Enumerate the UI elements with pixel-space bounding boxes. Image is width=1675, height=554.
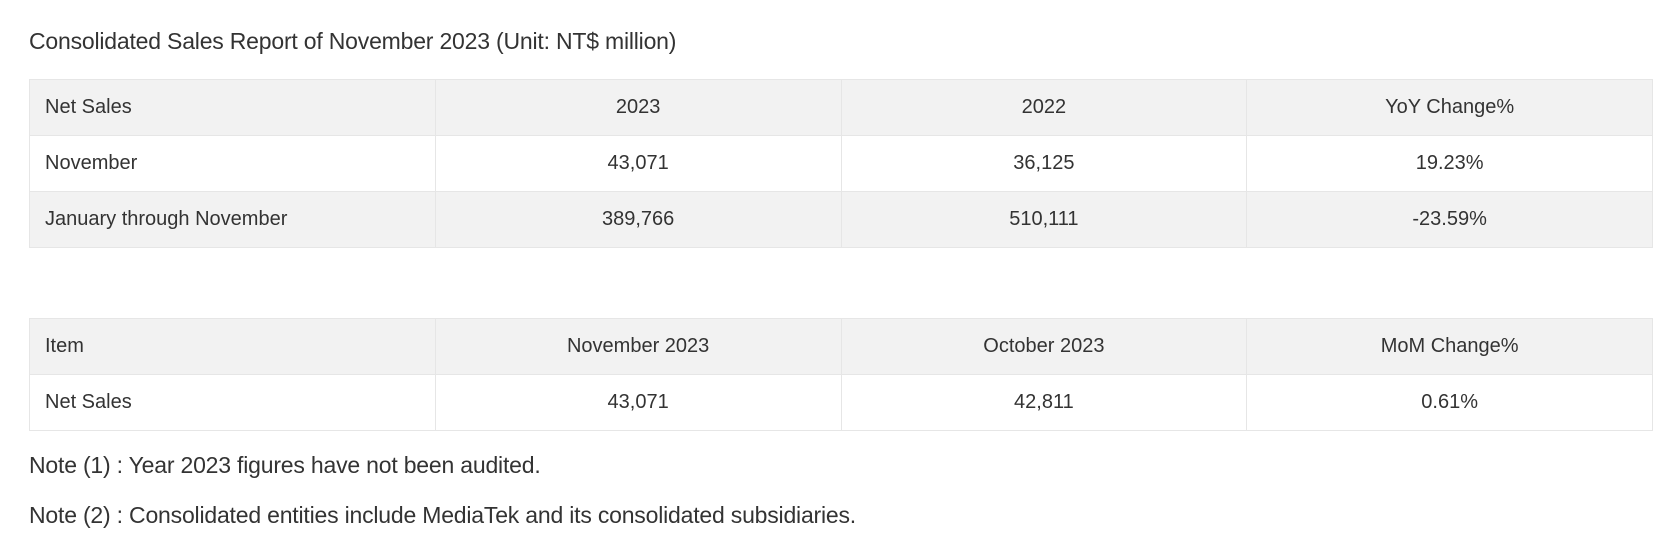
column-header-net-sales: Net Sales <box>29 79 436 136</box>
column-header-2022: 2022 <box>840 79 1248 136</box>
cell-value: 0.61% <box>1246 374 1653 431</box>
table-header-row: Net Sales 2023 2022 YoY Change% <box>29 79 1653 136</box>
cell-value: 42,811 <box>840 374 1248 431</box>
row-label: Net Sales <box>29 374 436 431</box>
report-title: Consolidated Sales Report of November 20… <box>29 28 677 54</box>
table-row: January through November 389,766 510,111… <box>29 191 1653 248</box>
column-header-yoy-change: YoY Change% <box>1246 79 1653 136</box>
column-header-november-2023: November 2023 <box>434 318 842 375</box>
column-header-mom-change: MoM Change% <box>1246 318 1653 375</box>
note-audit: Note (1) : Year 2023 figures have not be… <box>29 452 541 478</box>
column-header-item: Item <box>29 318 436 375</box>
row-label: January through November <box>29 191 436 248</box>
cell-value: 510,111 <box>840 191 1248 248</box>
table-row: November 43,071 36,125 19.23% <box>29 135 1653 192</box>
cell-value: 43,071 <box>434 374 842 431</box>
note-consolidated-entities: Note (2) : Consolidated entities include… <box>29 502 857 528</box>
cell-value: 43,071 <box>434 135 842 192</box>
table-header-row: Item November 2023 October 2023 MoM Chan… <box>29 318 1653 375</box>
net-sales-table: Net Sales 2023 2022 YoY Change% November… <box>29 79 1653 248</box>
cell-value: 19.23% <box>1246 135 1653 192</box>
mom-table: Item November 2023 October 2023 MoM Chan… <box>29 318 1653 431</box>
cell-value: 36,125 <box>840 135 1248 192</box>
cell-value: 389,766 <box>434 191 842 248</box>
table-row: Net Sales 43,071 42,811 0.61% <box>29 374 1653 431</box>
cell-value: -23.59% <box>1246 191 1653 248</box>
column-header-2023: 2023 <box>434 79 842 136</box>
row-label: November <box>29 135 436 192</box>
column-header-october-2023: October 2023 <box>840 318 1248 375</box>
